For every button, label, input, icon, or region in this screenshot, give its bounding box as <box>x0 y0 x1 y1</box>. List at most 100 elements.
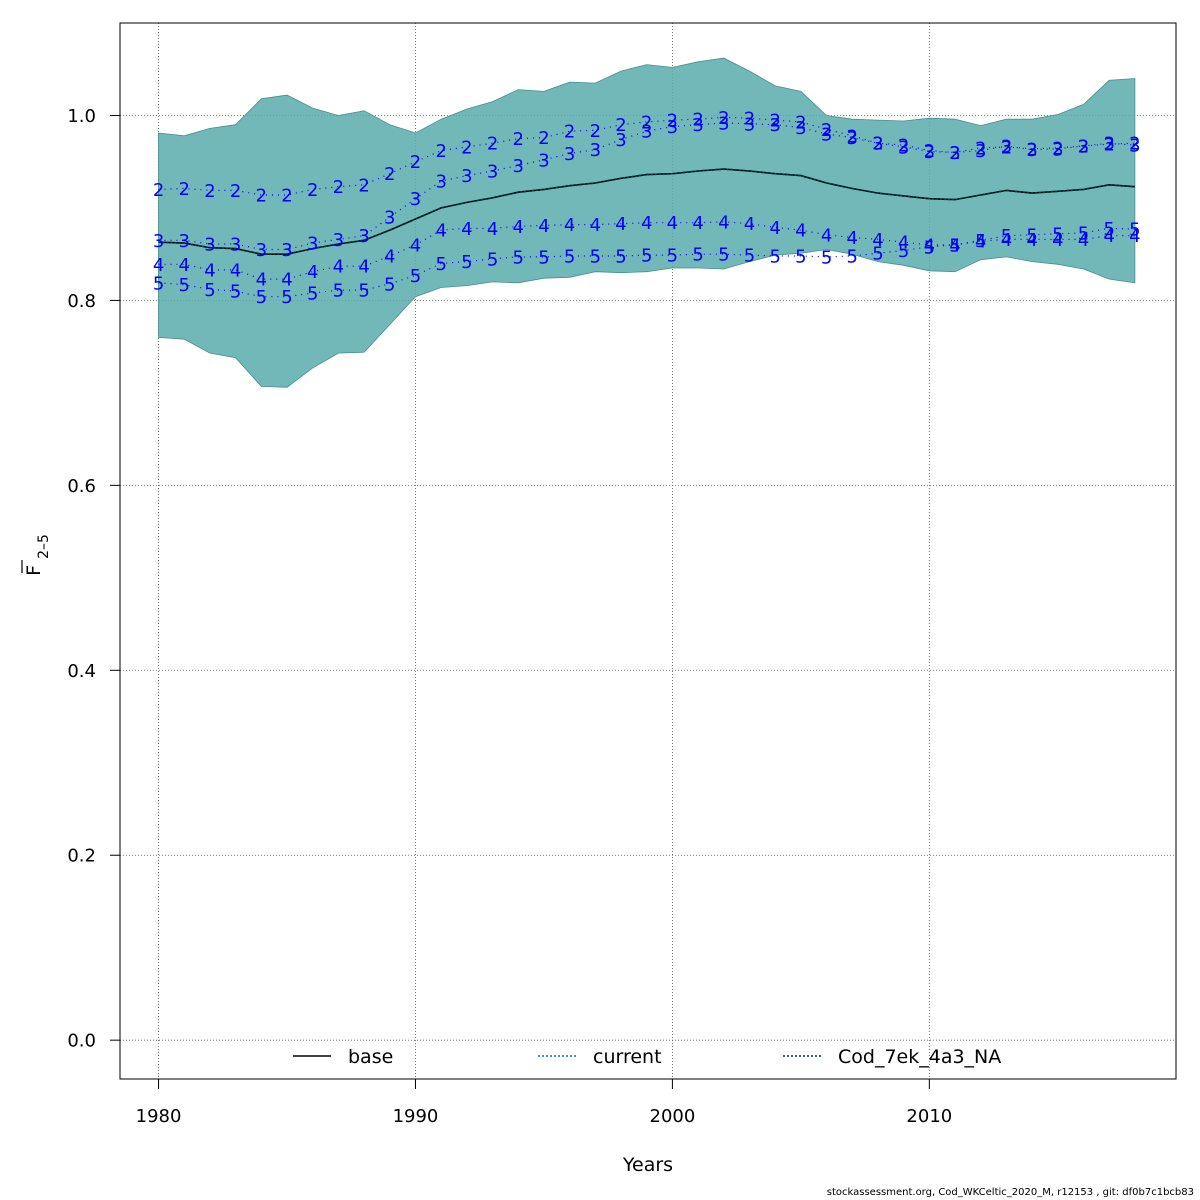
age-label-5: 5 <box>1026 225 1037 246</box>
age-label-2: 2 <box>564 122 575 143</box>
age-label-3: 3 <box>435 172 446 193</box>
age-label-2: 2 <box>204 181 215 202</box>
age-label-3: 3 <box>1026 140 1037 161</box>
age-label-3: 3 <box>410 189 421 210</box>
age-line-2 <box>158 116 1135 196</box>
series-lines <box>158 168 1135 255</box>
age-label-5: 5 <box>718 245 729 266</box>
age-label-4: 4 <box>769 218 780 239</box>
age-label-2: 2 <box>307 180 318 201</box>
age-label-2: 2 <box>333 177 344 198</box>
age-label-2: 2 <box>256 185 267 206</box>
age-label-3: 3 <box>924 142 935 163</box>
age-label-3: 3 <box>513 156 524 177</box>
x-tick-label: 2000 <box>650 1106 696 1127</box>
age-label-5: 5 <box>924 237 935 258</box>
age-label-3: 3 <box>769 115 780 136</box>
age-label-2: 2 <box>538 128 549 149</box>
age-label-2: 2 <box>821 120 832 141</box>
age-label-2: 2 <box>949 143 960 164</box>
age-label-2: 2 <box>924 141 935 162</box>
age-label-4: 4 <box>487 219 498 240</box>
age-label-3: 3 <box>744 114 755 135</box>
age-label-2: 2 <box>718 108 729 129</box>
age-label-3: 3 <box>872 134 883 155</box>
age-label-5: 5 <box>487 249 498 270</box>
age-label-5: 5 <box>590 247 601 268</box>
age-label-4: 4 <box>564 215 575 236</box>
age-label-5: 5 <box>564 247 575 268</box>
age-label-5: 5 <box>358 281 369 302</box>
age-label-2: 2 <box>692 110 703 131</box>
age-label-5: 5 <box>384 274 395 295</box>
age-label-4: 4 <box>435 221 446 242</box>
age-label-5: 5 <box>1052 224 1063 245</box>
age-label-5: 5 <box>949 235 960 256</box>
age-label-5: 5 <box>692 245 703 266</box>
y-axis-title-main: F <box>23 565 45 576</box>
age-label-4: 4 <box>1078 230 1089 251</box>
age-label-5: 5 <box>461 252 472 273</box>
age-label-2: 2 <box>513 129 524 150</box>
age-label-5: 5 <box>513 247 524 268</box>
age-label-4: 4 <box>281 270 292 291</box>
age-label-3: 3 <box>692 115 703 136</box>
age-label-3: 3 <box>641 122 652 143</box>
age-label-3: 3 <box>358 226 369 247</box>
age-label-4: 4 <box>410 235 421 256</box>
age-label-3: 3 <box>564 144 575 165</box>
age-label-5: 5 <box>281 287 292 308</box>
age-label-4: 4 <box>847 228 858 249</box>
age-label-3: 3 <box>590 140 601 161</box>
age-label-5: 5 <box>975 231 986 252</box>
age-label-4: 4 <box>538 216 549 237</box>
legend-label-Cod_7ek_4a3_NA: Cod_7ek_4a3_NA <box>838 1046 1001 1068</box>
y-tick-label: 0.8 <box>67 291 96 312</box>
age-label-3: 3 <box>975 141 986 162</box>
age-label-4: 4 <box>795 221 806 242</box>
x-axis: 1980 1990 2000 2010 <box>136 1078 952 1127</box>
age-label-2: 2 <box>153 180 164 201</box>
age-label-4: 4 <box>230 260 241 281</box>
age-label-4: 4 <box>924 235 935 256</box>
age-label-5: 5 <box>667 246 678 267</box>
age-label-4: 4 <box>307 262 318 283</box>
age-label-5: 5 <box>821 247 832 268</box>
age-label-3: 3 <box>538 150 549 171</box>
age-label-4: 4 <box>949 235 960 256</box>
age-label-2: 2 <box>230 181 241 202</box>
series-line-Cod_7ek_4a3_NA <box>158 168 1135 255</box>
age-label-5: 5 <box>153 273 164 294</box>
age-label-2: 2 <box>847 126 858 147</box>
age-label-4: 4 <box>204 260 215 281</box>
age-label-5: 5 <box>435 254 446 275</box>
age-label-4: 4 <box>333 257 344 278</box>
x-tick-label: 1980 <box>136 1106 182 1127</box>
age-label-2: 2 <box>1129 134 1140 155</box>
age-label-4: 4 <box>1129 226 1140 247</box>
age-label-2: 2 <box>872 134 883 155</box>
age-label-3: 3 <box>847 128 858 149</box>
age-label-3: 3 <box>333 230 344 251</box>
age-label-2: 2 <box>435 141 446 162</box>
age-label-4: 4 <box>590 215 601 236</box>
confidence-band <box>158 57 1136 388</box>
age-label-2: 2 <box>358 175 369 196</box>
age-label-2: 2 <box>281 185 292 206</box>
age-label-4: 4 <box>179 255 190 276</box>
age-label-5: 5 <box>204 280 215 301</box>
age-label-3: 3 <box>281 240 292 261</box>
age-label-3: 3 <box>1078 136 1089 157</box>
age-label-4: 4 <box>461 219 472 240</box>
age-label-4: 4 <box>898 233 909 254</box>
age-label-5: 5 <box>615 247 626 268</box>
age-label-4: 4 <box>975 232 986 253</box>
age-label-5: 5 <box>179 275 190 296</box>
y-tick-label: 1.0 <box>67 106 96 127</box>
y-axis-title-sub: 2–5 <box>36 534 52 559</box>
age-label-3: 3 <box>718 113 729 134</box>
age-label-2: 2 <box>795 112 806 133</box>
age-label-2: 2 <box>1078 136 1089 157</box>
age-label-2: 2 <box>179 179 190 200</box>
